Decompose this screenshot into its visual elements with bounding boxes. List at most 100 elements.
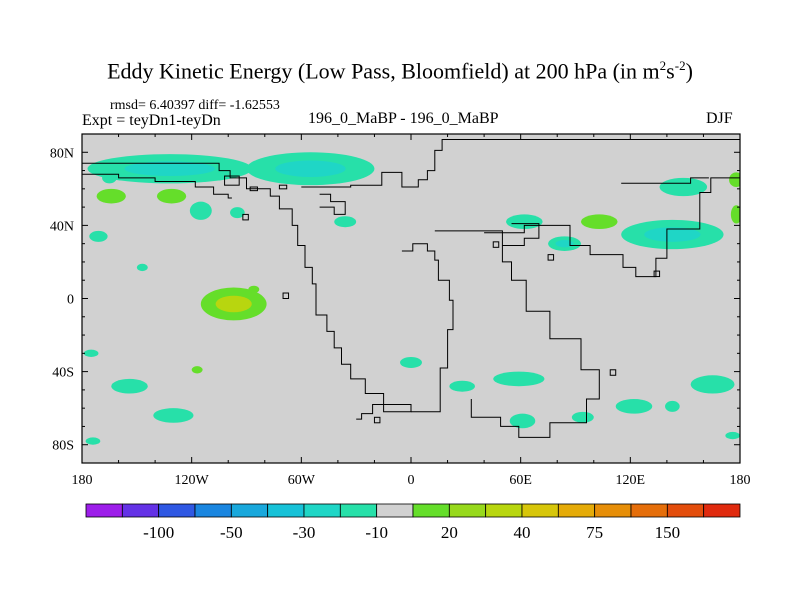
contour-blob [136,263,148,272]
outline-laurasia-west [82,162,412,420]
colorbar-label: -50 [220,523,243,542]
colorbar-swatch [666,503,705,518]
contour-blob-core [124,161,215,177]
title-exponent-2: -2 [674,58,686,73]
contour-blob-core [555,240,574,248]
island-outline [249,186,258,192]
contour-blob [493,371,545,387]
outline-sea-inlet [502,223,540,246]
contour-blob [89,230,108,242]
continent-outline-layer [82,139,740,438]
contour-blob [85,437,101,445]
contour-blob [509,413,536,429]
contour-blob [615,399,653,414]
title-unit-s: s [666,58,675,84]
outline-arctic-east [621,177,709,184]
island-outline [492,241,500,248]
contour-blob [659,177,708,197]
colorbar: -100 -50 -30 -10 20 40 75 150 [85,503,741,542]
contour-blob [83,349,99,357]
x-tick-label: 120E [616,473,646,488]
colorbar-swatch [158,503,196,518]
contour-blob [334,216,357,228]
contour-blob [725,431,740,440]
y-tick-label: 80N [50,146,74,161]
colorbar-label: 40 [514,523,531,542]
y-tick-label: 0 [67,293,74,308]
island-outline [242,213,249,221]
contour-blob [571,411,594,423]
contour-blob [230,207,245,219]
colorbar-swatch [557,503,596,518]
colorbar-swatch [121,503,160,518]
contour-blob [102,172,117,184]
experiment-label: Expt = teyDn1-teyDn [82,112,221,129]
outline-gondwana-east [401,243,454,413]
colorbar-swatch [194,503,232,518]
outline-europe-west [82,173,232,199]
y-tick-label: 40N [50,219,74,234]
axis-layer: 180 120W 60W 0 60E 120E 180 80N 40N 0 40S 80S [50,134,751,488]
colorbar-label: -30 [293,523,316,542]
x-tick-label: 120W [175,473,210,488]
colorbar-swatch [230,503,269,518]
contour-blob-core [275,160,346,177]
y-tick-label: 80S [52,439,74,454]
contour-fill-layer [83,152,740,445]
contour-blob [111,378,148,394]
contour-blob-core [215,295,252,313]
colorbar-swatch [376,503,414,518]
contour-blob [580,214,618,230]
contour-blob [248,285,260,294]
contour-blob [665,400,680,412]
colorbar-swatch [85,503,123,518]
contour-blob [189,201,212,220]
colorbar-swatch [594,503,632,518]
colorbar-swatch [521,503,559,518]
contour-blob [400,356,422,368]
colorbar-label: 75 [586,523,603,542]
outline-gondwana-interior [434,230,600,438]
y-tick-label: 40S [52,366,74,381]
island-outline [373,416,381,424]
colorbar-swatch [630,503,668,518]
colorbar-swatch [303,503,341,518]
contour-blob [449,380,475,392]
contour-blob-core [644,227,701,242]
title-end: ) [685,58,693,84]
colorbar-swatch [339,503,378,518]
island-outline [609,369,617,376]
colorbar-label: -100 [143,523,174,542]
colorbar-label: 150 [655,523,681,542]
title-main: Eddy Kinetic Energy (Low Pass, Bloomfiel… [107,58,660,84]
case-label: 196_0_MaBP - 196_0_MaBP [308,110,499,127]
outline-laurasia-north [301,139,740,188]
colorbar-swatch [267,503,305,518]
contour-blob [156,188,187,204]
colorbar-swatch [485,503,523,518]
contour-blob [730,205,740,224]
colorbar-swatch [448,503,487,518]
island-outline [224,175,240,186]
colorbar-label: 20 [441,523,458,542]
x-tick-label: 0 [408,473,415,488]
colorbar-swatch [412,503,450,518]
outline-asia-east [484,177,740,278]
season-label: DJF [706,110,733,127]
x-tick-label: 180 [72,473,93,488]
title-exponent-1: 2 [659,58,667,73]
colorbar-label: -10 [365,523,388,542]
contour-blob [96,188,126,204]
chart-title: Eddy Kinetic Energy (Low Pass, Bloomfiel… [0,58,800,84]
contour-blob [153,408,194,423]
island-outline [282,292,290,299]
stats-line: rmsd= 6.40397 diff= -1.62553 [110,98,280,113]
island-outline [547,254,555,261]
x-tick-label: 60W [288,473,316,488]
contour-blob [690,375,735,394]
island-outline [653,270,661,278]
x-tick-label: 60E [509,473,532,488]
x-tick-label: 180 [730,473,751,488]
contour-blob [729,172,740,188]
